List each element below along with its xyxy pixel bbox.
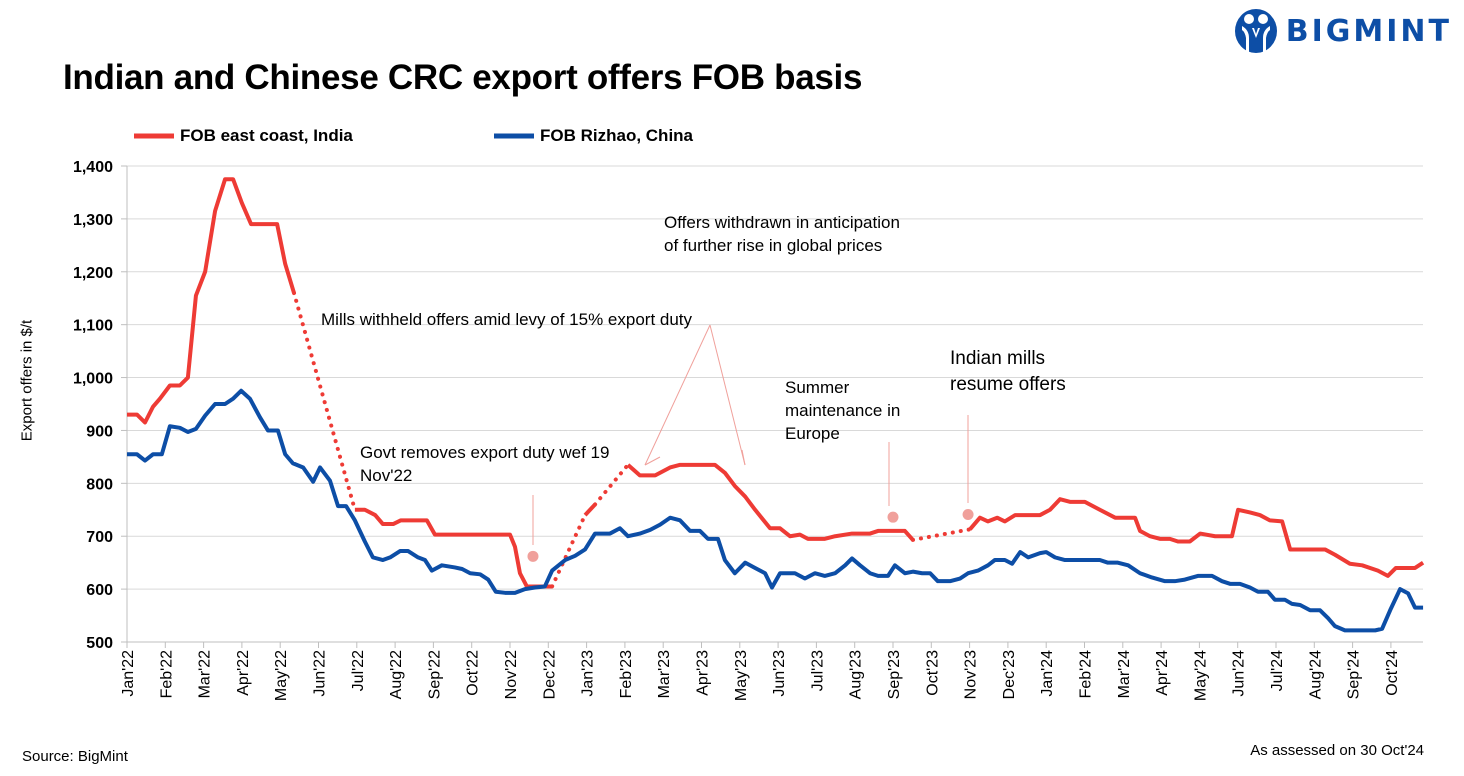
annotation-marker [962, 509, 974, 521]
legend-label-india: FOB east coast, India [180, 126, 353, 145]
series-india-line [127, 177, 296, 425]
x-tick-label: Apr'24 [1154, 650, 1171, 696]
y-tick-label: 800 [86, 476, 113, 493]
bigmint-logo: BIGMINT [1234, 8, 1452, 54]
annotation-mills-withheld: Mills withheld offers amid levy of 15% e… [321, 310, 693, 329]
x-tick-label: Jan'22 [120, 650, 137, 697]
annotation-pointer [709, 324, 746, 466]
annotation-pointer [644, 456, 661, 466]
series-india-line [968, 497, 1425, 578]
x-tick-label: Feb'24 [1078, 650, 1095, 699]
x-tick-label: Jul'22 [350, 650, 367, 691]
x-tick-label: Dec'22 [541, 650, 558, 699]
x-tick-label: Oct'23 [924, 650, 941, 696]
x-tick-label: Oct'22 [465, 650, 482, 696]
x-tick-label: Nov'22 [503, 650, 520, 699]
series-india-dotted-gap [550, 513, 588, 589]
x-tick-label: May'24 [1192, 650, 1209, 701]
x-tick-label: Nov'23 [963, 650, 980, 699]
legend-label-china: FOB Rizhao, China [540, 126, 693, 145]
annotation-marker [887, 511, 899, 523]
x-tick-label: Mar'23 [656, 650, 673, 699]
annotation-marker [527, 550, 539, 562]
series-india-line [354, 507, 553, 589]
x-tick-label: Jul'24 [1269, 650, 1286, 691]
annotation-pointer [741, 449, 746, 466]
annotation-offers-withdrawn: Offers withdrawn in anticipation of furt… [664, 213, 900, 255]
series-india-dotted-gap [593, 462, 630, 507]
annotation-indian-mills: Indian mills resume offers [950, 348, 1066, 395]
x-tick-label: Jan'23 [580, 650, 597, 697]
y-tick-label: 1,400 [73, 159, 113, 176]
y-tick-label: 1,200 [73, 265, 113, 282]
series-india-line [583, 503, 597, 517]
source-note: Source: BigMint [22, 748, 128, 765]
x-tick-label: Apr'22 [235, 650, 252, 696]
x-tick-label: Feb'23 [618, 650, 635, 699]
x-tick-label: Feb'22 [158, 650, 175, 699]
x-tick-label: Sep'23 [886, 650, 903, 699]
x-tick-label: Mar'22 [197, 650, 214, 699]
series-india-line [626, 462, 915, 542]
y-tick-label: 1,100 [73, 318, 113, 335]
y-tick-label: 500 [86, 635, 113, 652]
x-tick-label: Jun'22 [312, 650, 329, 697]
x-tick-label: Jun'23 [771, 650, 788, 697]
annotation-govt-removes: Govt removes export duty wef 19 Nov'22 [360, 443, 610, 485]
series-china-line [127, 388, 1424, 633]
annotation-summer: Summer maintenance in Europe [785, 378, 901, 443]
x-tick-label: May'22 [273, 650, 290, 701]
y-tick-label: 900 [86, 423, 113, 440]
bigmint-people-icon [1234, 9, 1277, 53]
y-tick-label: 1,000 [73, 371, 113, 388]
x-tick-label: Apr'23 [695, 650, 712, 696]
x-tick-label: May'23 [733, 650, 750, 701]
x-tick-label: Aug'22 [388, 650, 405, 699]
series-india-dotted-gap [291, 290, 357, 512]
logo-text: BIGMINT [1285, 13, 1452, 49]
series-india-dotted-gap [910, 527, 972, 542]
x-tick-label: Aug'24 [1307, 650, 1324, 699]
x-tick-label: Mar'24 [1116, 650, 1133, 699]
x-tick-label: Aug'23 [848, 650, 865, 699]
x-tick-label: Jan'24 [1039, 650, 1056, 697]
annotation-pointer [644, 324, 711, 466]
x-tick-label: Sep'22 [426, 650, 443, 699]
y-tick-label: 600 [86, 582, 113, 599]
x-tick-label: Jul'23 [809, 650, 826, 691]
x-tick-label: Sep'24 [1346, 650, 1363, 699]
x-tick-label: Oct'24 [1384, 650, 1401, 696]
x-tick-label: Dec'23 [1001, 650, 1018, 699]
chart-title: Indian and Chinese CRC export offers FOB… [63, 58, 863, 97]
x-tick-label: Jun'24 [1231, 650, 1248, 697]
y-tick-label: 1,300 [73, 212, 113, 229]
assessed-note: As assessed on 30 Oct'24 [1250, 742, 1424, 759]
y-tick-label: 700 [86, 529, 113, 546]
